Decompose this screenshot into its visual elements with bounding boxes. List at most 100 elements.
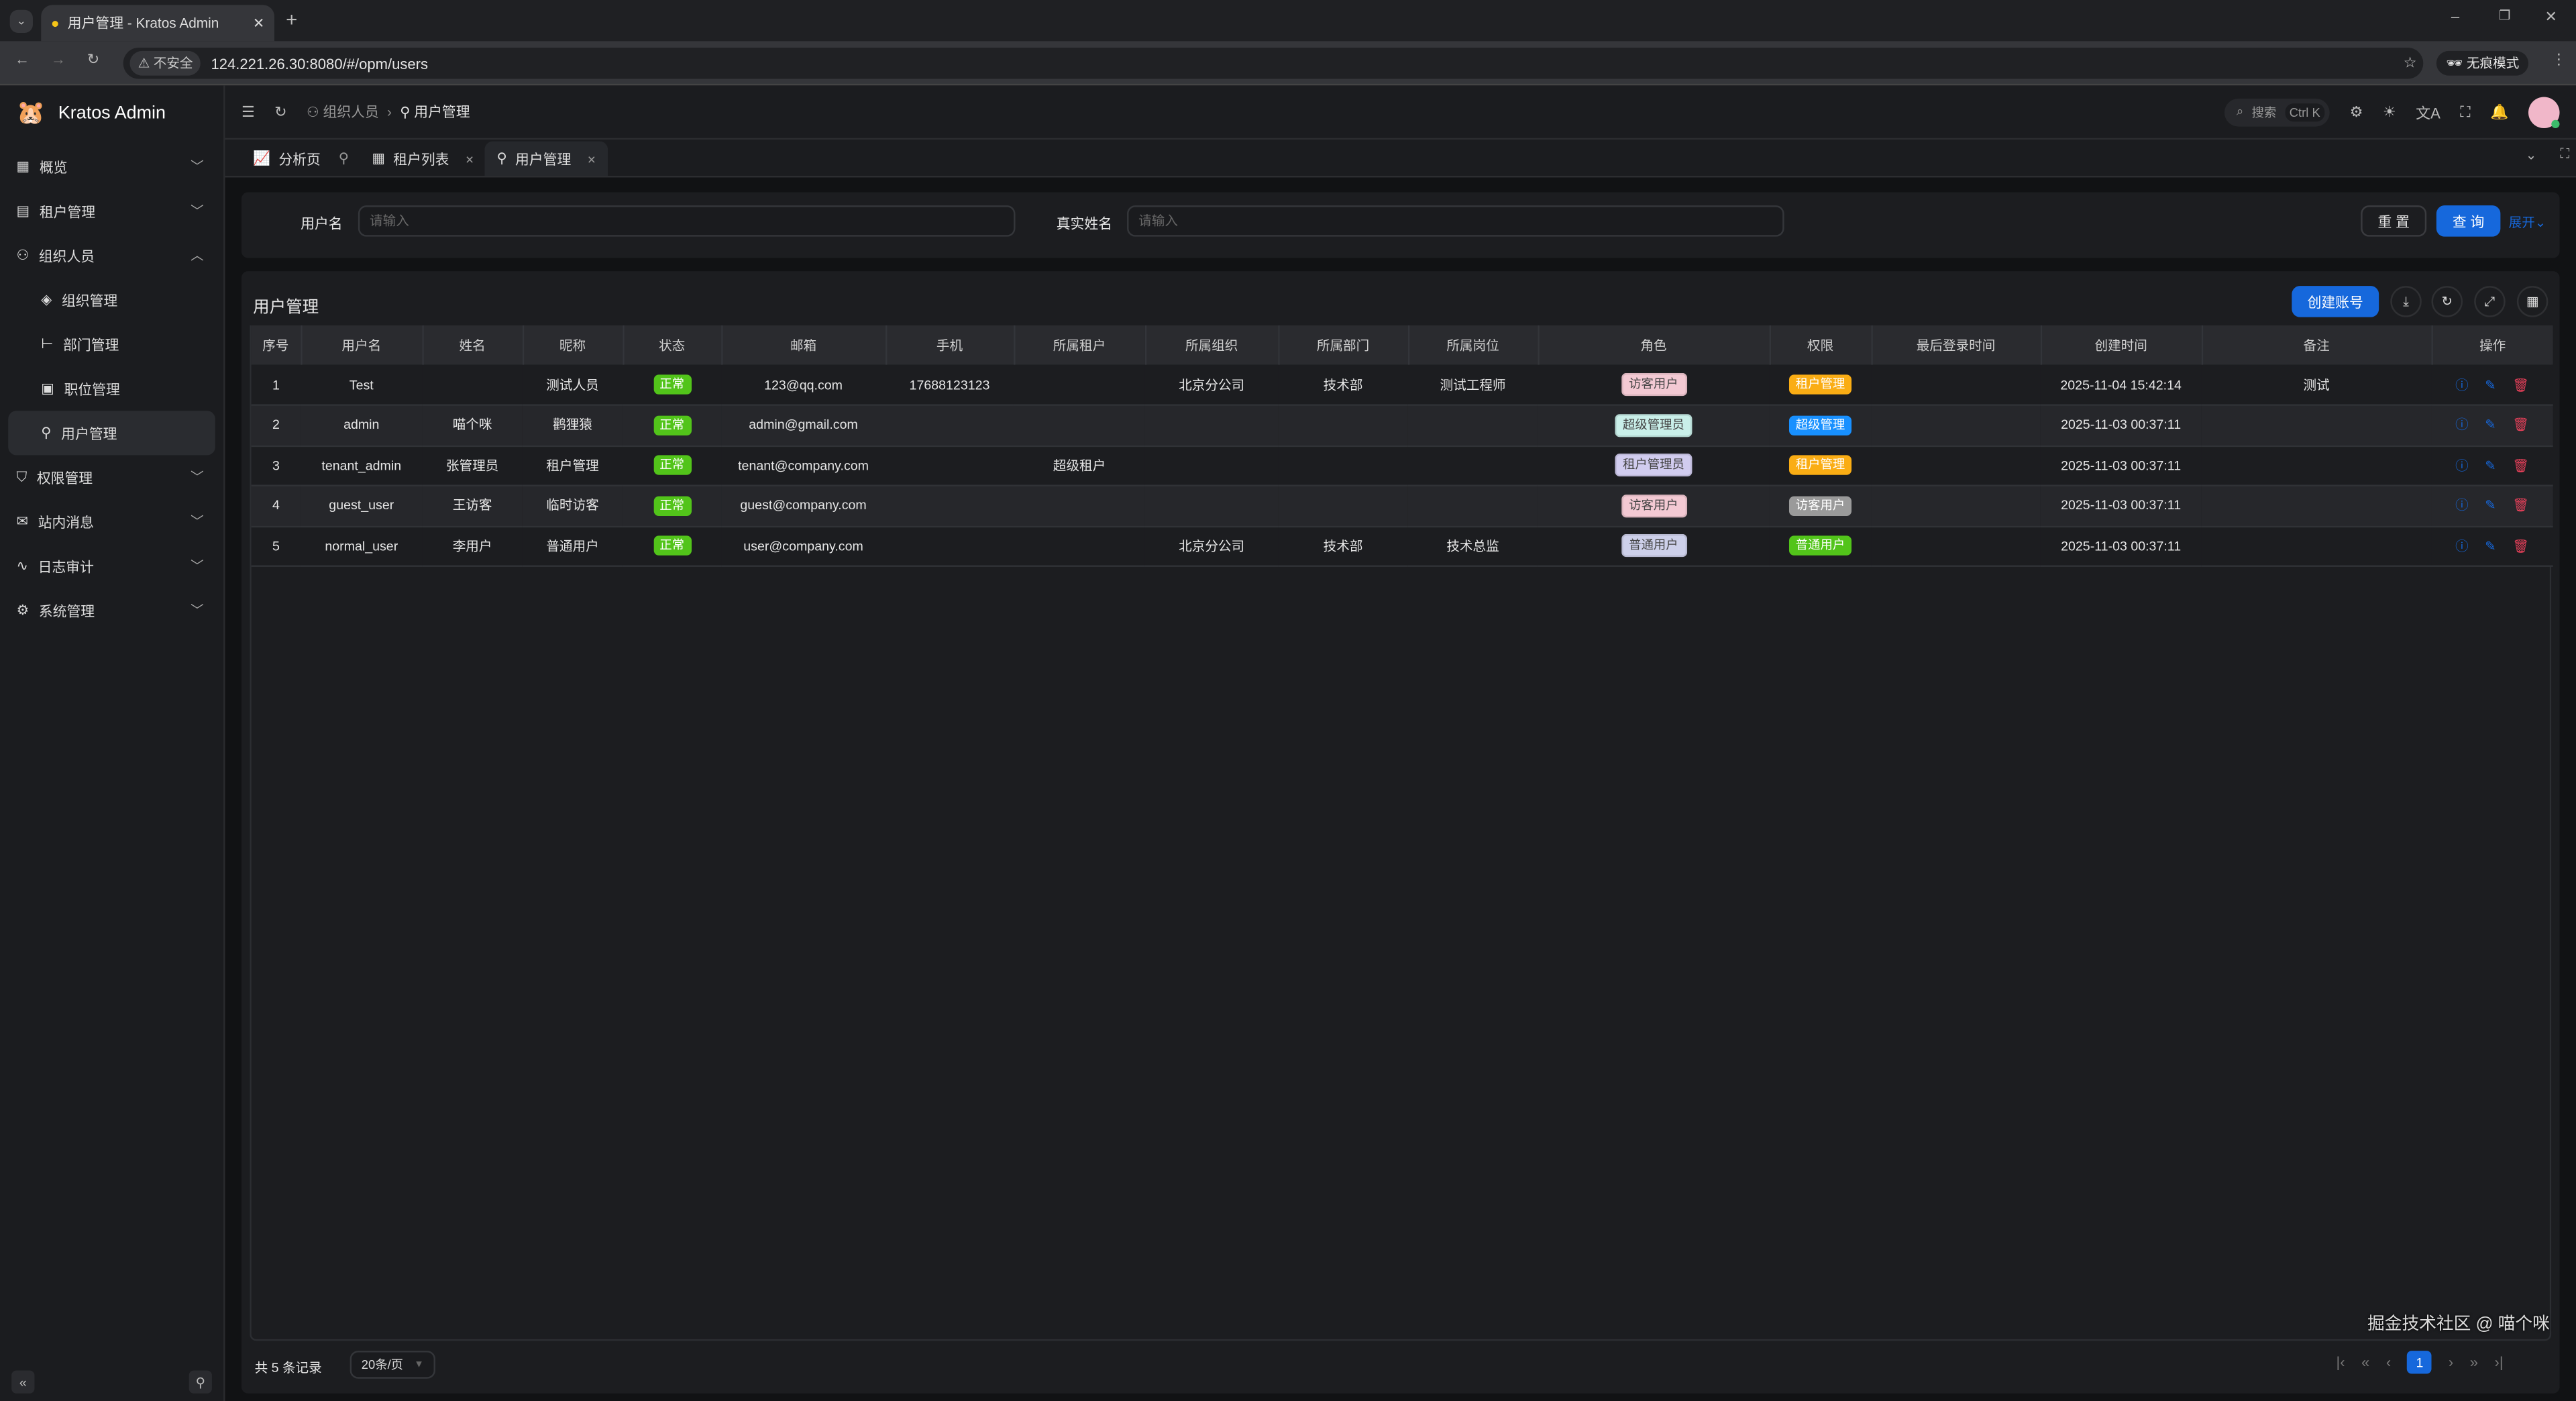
forward-icon[interactable]: →	[50, 50, 66, 68]
fullscreen-table-icon[interactable]: ⤢	[2474, 286, 2506, 317]
edit-icon[interactable]: ✎	[2485, 417, 2496, 433]
table-cell: 北京分公司	[1144, 364, 1279, 406]
delete-trash-icon[interactable]: 🗑	[2512, 458, 2530, 473]
user-icon: ⚲	[496, 149, 507, 166]
info-icon[interactable]: ⓘ	[2455, 538, 2469, 554]
browser-menu-icon[interactable]: ⋮	[2551, 50, 2567, 68]
refresh-icon[interactable]: ↻	[274, 103, 287, 119]
restore-icon[interactable]: ❐	[2498, 8, 2511, 23]
delete-trash-icon[interactable]: 🗑	[2512, 417, 2530, 433]
tree-icon: ⊢	[41, 335, 54, 352]
table-cell: 1	[251, 364, 301, 406]
prev-page-icon[interactable]: ‹	[2385, 1353, 2392, 1371]
sidebar-item-2[interactable]: ⚇ 组织人员 ︿	[0, 234, 223, 278]
first-page-icon[interactable]: |‹	[2336, 1353, 2345, 1371]
last-page-icon[interactable]: ›|	[2494, 1353, 2504, 1371]
tab-analysis[interactable]: 📈 分析页 ⚲	[241, 142, 360, 176]
page-1-button[interactable]: 1	[2407, 1351, 2432, 1374]
sidebar-subitem-2-0[interactable]: ◈ 组织管理	[0, 278, 223, 322]
table-container: 序号 用户名 姓名 昵称 状态 邮箱 手机 所属租户 所属组织 所属部门 所属岗位 角色 权限 最后登录时…	[250, 325, 2553, 1341]
bell-icon[interactable]: 🔔	[2490, 103, 2509, 119]
table-cell: 4	[251, 485, 301, 527]
theme-sun-icon[interactable]: ☀	[2382, 103, 2396, 119]
info-icon[interactable]: ⓘ	[2455, 498, 2469, 513]
breadcrumb-item[interactable]: ⚇ 组织人员	[307, 103, 379, 120]
delete-trash-icon[interactable]: 🗑	[2512, 498, 2530, 513]
page-size-select[interactable]: 20条/页 ▼	[350, 1351, 435, 1379]
refresh-table-icon[interactable]: ↻	[2431, 286, 2463, 317]
column-settings-icon[interactable]: ▦	[2516, 286, 2548, 317]
close-icon[interactable]: ×	[587, 150, 596, 167]
maximize-content-icon[interactable]: ⛶	[2560, 146, 2570, 162]
username-input[interactable]: 请输入	[358, 205, 1016, 237]
prev-five-icon[interactable]: «	[2361, 1353, 2370, 1371]
column-header: 状态	[623, 325, 722, 365]
fullscreen-icon[interactable]: ⛶	[2460, 103, 2471, 119]
download-icon[interactable]: ⤓	[2390, 286, 2422, 317]
app-logo[interactable]: 🐹 Kratos Admin	[0, 85, 223, 140]
table-cell	[2201, 525, 2432, 567]
incognito-badge[interactable]: 🕶 无痕模式	[2436, 50, 2529, 76]
pin-icon[interactable]: ⚲	[338, 149, 350, 166]
tab-user-management[interactable]: ⚲ 用户管理 ×	[485, 141, 608, 176]
sidebar-subitem-2-2[interactable]: ▣ 职位管理	[0, 366, 223, 411]
table-cell: 李用户	[422, 525, 523, 567]
next-page-icon[interactable]: ›	[2448, 1353, 2454, 1371]
new-tab-icon[interactable]: +	[286, 8, 298, 32]
sidebar-item-3[interactable]: ⛉ 权限管理 ﹀	[0, 455, 223, 499]
sidebar-item-label: 权限管理	[36, 469, 93, 486]
tab-list-chevron-icon[interactable]: ⌄	[9, 9, 33, 33]
reload-icon[interactable]: ↻	[87, 50, 100, 68]
close-icon[interactable]: ×	[466, 150, 474, 167]
expand-link[interactable]: 展开⌄	[2508, 215, 2546, 230]
sidebar-item-5[interactable]: ∿ 日志审计 ﹀	[0, 544, 223, 588]
browser-tab[interactable]: ● 用户管理 - Kratos Admin ✕	[41, 5, 274, 42]
delete-trash-icon[interactable]: 🗑	[2512, 538, 2530, 554]
tab-tenant-list[interactable]: ▦ 租户列表 ×	[360, 142, 485, 176]
avatar[interactable]	[2528, 96, 2560, 127]
info-icon[interactable]: ⓘ	[2455, 377, 2469, 393]
create-account-button[interactable]: 创建账号	[2292, 286, 2379, 317]
reset-button[interactable]: 重 置	[2361, 205, 2427, 237]
pin-sidebar-icon[interactable]: ⚲	[189, 1370, 212, 1394]
sidebar-item-1[interactable]: ▤ 租户管理 ﹀	[0, 189, 223, 234]
collapse-sidebar-icon[interactable]: «	[11, 1370, 35, 1394]
url-text[interactable]: 124.221.26.30:8080/#/opm/users	[211, 55, 429, 72]
close-window-icon[interactable]: ✕	[2544, 8, 2557, 25]
sidebar-subitem-2-3[interactable]: ⚲ 用户管理	[8, 411, 215, 456]
table-cell: 3	[251, 445, 301, 486]
address-bar[interactable]: ⚠ 不安全 124.221.26.30:8080/#/opm/users ☆	[123, 48, 2424, 79]
next-five-icon[interactable]: »	[2469, 1353, 2479, 1371]
settings-gear-icon[interactable]: ⚙	[2349, 103, 2363, 119]
building-icon: ▤	[16, 202, 30, 219]
minimize-icon[interactable]: –	[2451, 8, 2460, 25]
edit-icon[interactable]: ✎	[2485, 458, 2496, 473]
delete-trash-icon[interactable]: 🗑	[2512, 377, 2530, 393]
sidebar-item-6[interactable]: ⚙ 系统管理 ﹀	[0, 588, 223, 633]
info-icon[interactable]: ⓘ	[2455, 458, 2469, 473]
realname-input[interactable]: 请输入	[1127, 205, 1784, 237]
menu-toggle-icon[interactable]: ☰	[241, 103, 255, 119]
table-cell: tenant_admin	[301, 445, 423, 486]
sidebar-item-4[interactable]: ✉ 站内消息 ﹀	[0, 499, 223, 543]
table-cell: 技术部	[1278, 364, 1408, 406]
translate-icon[interactable]: 文A	[2416, 104, 2440, 121]
table-cell: 正常	[623, 485, 722, 527]
query-button[interactable]: 查 询	[2436, 205, 2501, 237]
edit-icon[interactable]: ✎	[2485, 538, 2496, 554]
global-search[interactable]: ⌕ 搜索 Ctrl K	[2224, 97, 2330, 126]
edit-icon[interactable]: ✎	[2485, 498, 2496, 513]
info-icon[interactable]: ⓘ	[2455, 417, 2469, 433]
insecure-badge[interactable]: ⚠ 不安全	[129, 50, 201, 76]
edit-icon[interactable]: ✎	[2485, 377, 2496, 393]
back-icon[interactable]: ←	[15, 50, 30, 68]
activity-icon: ∿	[16, 557, 28, 574]
bookmark-star-icon[interactable]: ☆	[2403, 54, 2417, 71]
permission-tag: 租户管理	[1788, 455, 1852, 476]
sidebar-subitem-2-1[interactable]: ⊢ 部门管理	[0, 322, 223, 366]
tabs-dropdown-icon[interactable]: ⌄	[2525, 148, 2537, 163]
table-cell	[1407, 445, 1538, 486]
sidebar-item-0[interactable]: ▦ 概览 ﹀	[0, 145, 223, 189]
table-cell: 鹳狸猿	[522, 405, 623, 446]
close-tab-icon[interactable]: ✕	[252, 13, 265, 31]
